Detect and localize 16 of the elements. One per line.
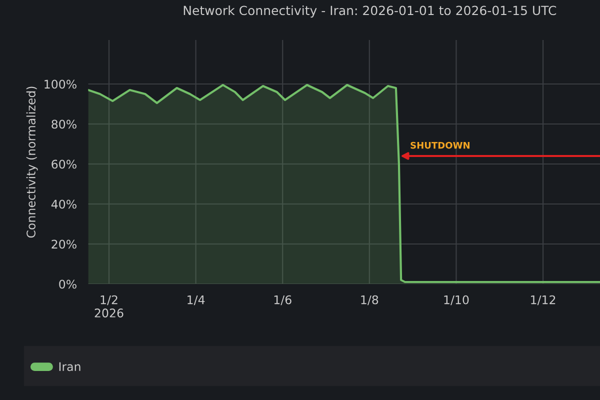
x-tick-label: 1/10: [444, 295, 469, 306]
annotation: SHUTDOWN: [410, 142, 470, 149]
x-tick-label: 1/12: [531, 295, 556, 306]
y-tick-label: 60%: [52, 160, 76, 169]
x-tick-label: 1/2 2026: [94, 295, 124, 318]
y-axis-title: Connectivity (normalized): [26, 86, 38, 238]
x-tick-label: 1/8: [361, 295, 378, 306]
x-tick-label: 1/4: [188, 295, 205, 306]
y-tick-label: 0%: [59, 280, 76, 289]
y-tick-label: 40%: [51, 200, 76, 209]
legend-label: Iran: [59, 362, 80, 372]
x-tick-label: 1/6: [274, 295, 292, 306]
y-tick-label: 80%: [52, 120, 76, 129]
chart-title: Network Connectivity - Iran: 2026-01-01 to 2026-01-15 UTC: [184, 6, 556, 18]
y-tick-label: 100%: [44, 80, 76, 89]
y-tick-label: 20%: [52, 240, 76, 249]
